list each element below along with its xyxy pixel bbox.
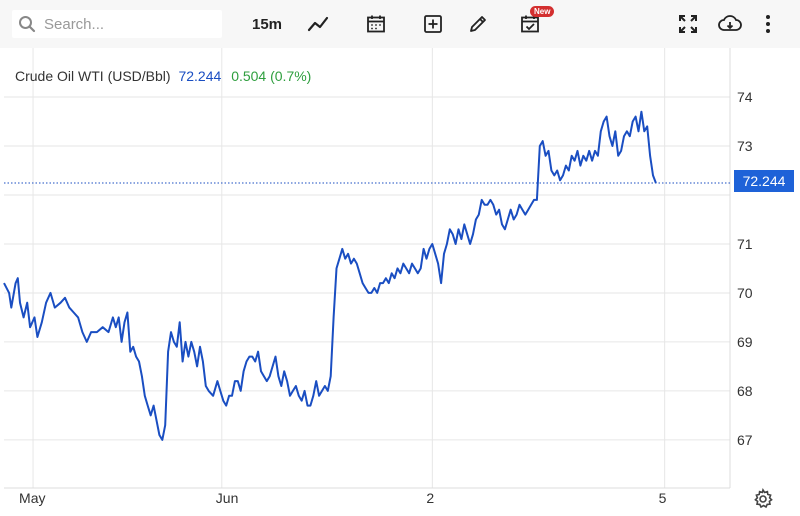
chart-area[interactable]: 67 68 69 70 71 73 74 May Jun 2 5 xyxy=(0,48,800,516)
x-tick-label: 2 xyxy=(426,490,434,506)
y-tick-label: 73 xyxy=(737,138,753,154)
search-icon xyxy=(19,16,36,33)
toolbar: 15m New xyxy=(0,0,800,48)
y-tick-label: 71 xyxy=(737,236,753,252)
gear-icon xyxy=(754,488,773,509)
calendar-button[interactable] xyxy=(362,8,390,40)
new-badge: New xyxy=(530,6,555,17)
calendar-check-icon xyxy=(521,15,539,33)
price-series-line xyxy=(3,110,657,441)
download-button[interactable] xyxy=(716,8,744,40)
search-input[interactable] xyxy=(42,14,216,34)
calendar-icon xyxy=(367,15,385,33)
more-icon xyxy=(766,15,770,33)
settings-button[interactable] xyxy=(752,488,774,515)
price-change: 0.504 (0.7%) xyxy=(231,68,312,84)
add-icon xyxy=(424,15,442,33)
instrument-name: Crude Oil WTI (USD/Bbl) xyxy=(15,68,171,84)
x-tick-label: Jun xyxy=(216,490,239,506)
last-price: 72.244 xyxy=(178,68,222,84)
y-tick-label: 74 xyxy=(737,89,753,105)
x-tick-label: 5 xyxy=(659,490,667,506)
pencil-icon xyxy=(470,16,486,32)
y-tick-label: 70 xyxy=(737,285,753,301)
line-chart-icon xyxy=(307,16,329,32)
y-tick-label: 68 xyxy=(737,383,753,399)
search-box[interactable] xyxy=(12,10,222,38)
current-price-tag: 72.244 xyxy=(734,170,794,192)
events-button[interactable]: New xyxy=(516,6,555,40)
chart-type-button[interactable] xyxy=(304,8,332,40)
price-chart[interactable]: 67 68 69 70 71 73 74 May Jun 2 5 xyxy=(0,48,800,516)
y-tick-label: 67 xyxy=(737,432,753,448)
more-button[interactable] xyxy=(756,8,780,40)
fullscreen-button[interactable] xyxy=(674,8,702,40)
fullscreen-icon xyxy=(679,15,697,33)
draw-button[interactable] xyxy=(464,8,492,40)
y-tick-label: 69 xyxy=(737,334,753,350)
chart-legend: Crude Oil WTI (USD/Bbl) 72.244 0.504 (0.… xyxy=(15,68,311,84)
x-tick-label: May xyxy=(19,490,45,506)
download-icon xyxy=(718,15,742,31)
interval-button[interactable]: 15m xyxy=(251,15,283,33)
add-indicator-button[interactable] xyxy=(419,8,447,40)
